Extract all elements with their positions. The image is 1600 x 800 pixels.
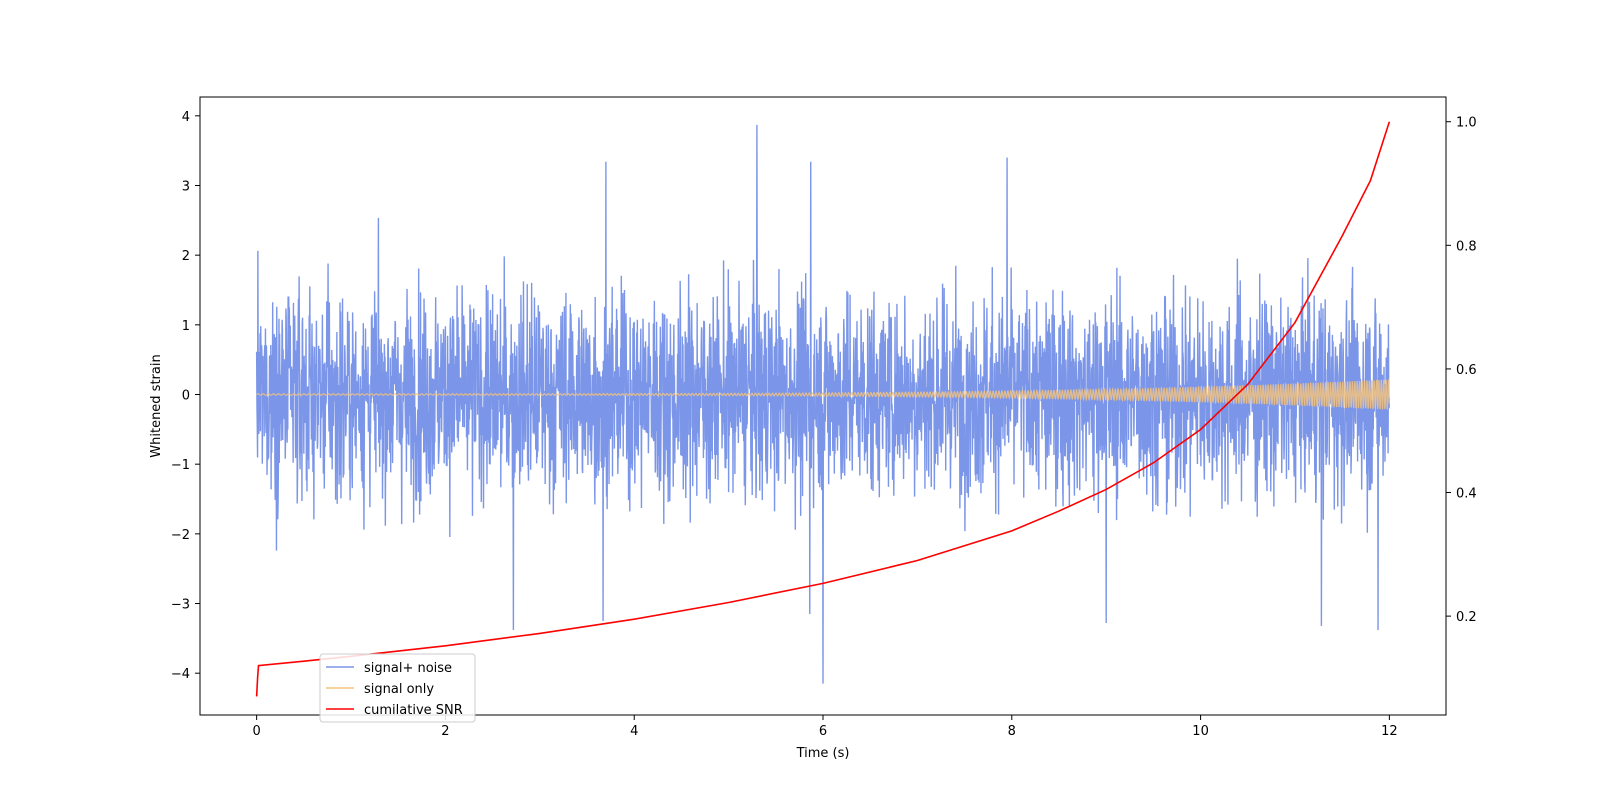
right-axis-ticks: 0.2 0.4 0.6 0.8 1.0 [1446,116,1477,625]
y-tick-label: −2 [171,528,190,543]
legend-box [319,653,476,723]
x-tick-label: 6 [819,724,827,739]
x-tick-label: 4 [630,724,638,739]
y-tick-label: −1 [171,458,190,473]
series-line-signal-plus-noise [255,124,1391,684]
right-tick-label: 0.8 [1456,239,1477,254]
y-tick-label: 2 [182,249,190,264]
legend: signal+ noise signal only cumilative SNR [319,653,476,723]
legend-label-signal-plus-noise: signal+ noise [364,661,452,676]
y-axis-label: Whitened strain [149,354,164,457]
legend-label-signal-only: signal only [364,682,434,697]
x-tick-label: 0 [252,724,260,739]
y-tick-label: −4 [171,667,190,682]
y-tick-label: 4 [182,110,190,125]
y-tick-label: 3 [182,179,190,194]
right-tick-label: 1.0 [1456,116,1477,131]
y-tick-label: 1 [182,319,190,334]
x-tick-label: 10 [1192,724,1209,739]
series-line-signal-only [256,379,1390,410]
y-tick-label: −3 [171,598,190,613]
x-tick-label: 2 [441,724,449,739]
x-axis-label: Time (s) [796,746,850,761]
right-tick-label: 0.2 [1456,610,1477,625]
legend-label-cumulative-snr: cumilative SNR [364,703,463,718]
y-tick-label: 0 [182,389,190,404]
right-tick-label: 0.6 [1456,363,1477,378]
x-tick-label: 8 [1008,724,1016,739]
x-axis-ticks: 0 2 4 6 8 10 12 [252,715,1398,739]
y-axis-ticks: −4 −3 −2 −1 0 1 2 3 4 [171,110,200,682]
x-tick-label: 12 [1381,724,1398,739]
right-tick-label: 0.4 [1456,487,1477,502]
